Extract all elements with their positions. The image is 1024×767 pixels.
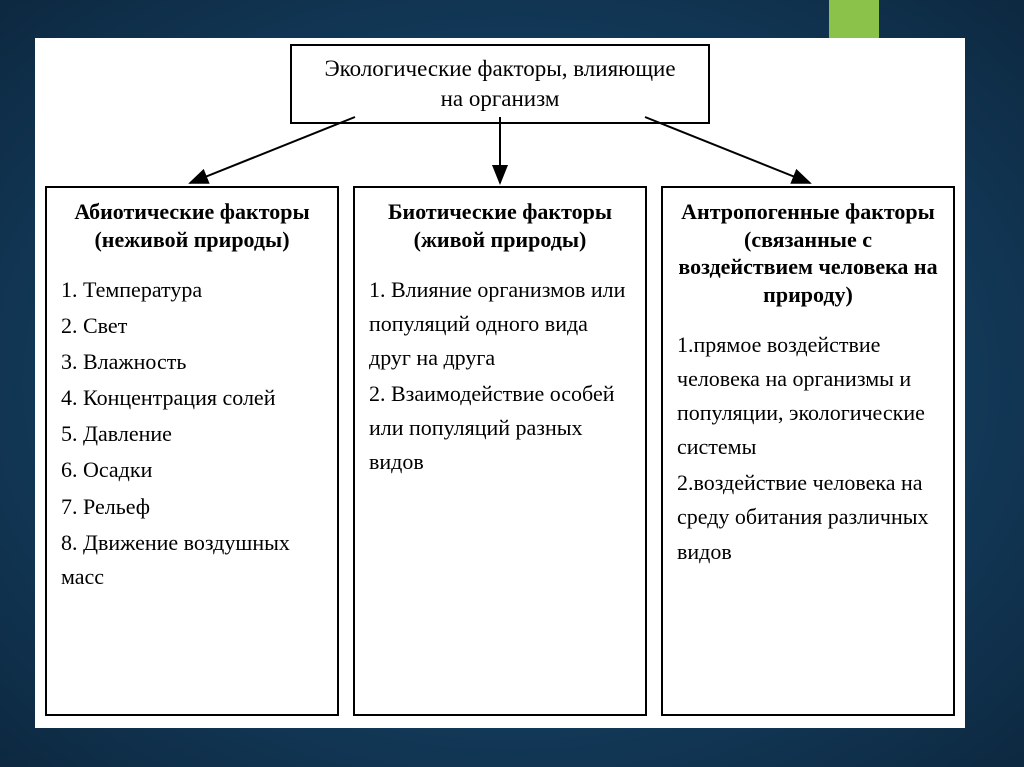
root-box: Экологические факторы, влияющие на орган… [290, 44, 710, 124]
column-title: Абиотические факторы (неживой природы) [61, 198, 323, 253]
list-item: 1. Температура [61, 273, 323, 307]
column-biotic: Биотические факторы (живой природы) 1. В… [353, 186, 647, 716]
list-item: 8. Движение воздушных масс [61, 526, 323, 594]
column-abiotic: Абиотические факторы (неживой природы) 1… [45, 186, 339, 716]
column-items: 1. Влияние организмов или популяций одно… [369, 273, 631, 480]
list-item: 1. Влияние организмов или популяций одно… [369, 273, 631, 375]
arrow-left [190, 117, 355, 183]
ecology-factors-diagram: Экологические факторы, влияющие на орган… [35, 38, 965, 728]
list-item: 2.воздействие человека на среду обитания… [677, 466, 939, 568]
list-item: 3. Влажность [61, 345, 323, 379]
list-item: 4. Концентрация солей [61, 381, 323, 415]
arrow-right [645, 117, 810, 183]
list-item: 7. Рельеф [61, 490, 323, 524]
connector-arrows [35, 113, 965, 193]
columns-row: Абиотические факторы (неживой природы) 1… [45, 186, 955, 716]
column-anthropogenic: Антропогенные факторы (связанные с возде… [661, 186, 955, 716]
list-item: 2. Взаимодействие особей или популяций р… [369, 377, 631, 479]
list-item: 1.прямое воздействие человека на организ… [677, 328, 939, 464]
root-title: Экологические факторы, влияющие на орган… [324, 56, 675, 111]
column-items: 1. Температура 2. Свет 3. Влажность 4. К… [61, 273, 323, 594]
column-items: 1.прямое воздействие человека на организ… [677, 328, 939, 569]
list-item: 6. Осадки [61, 453, 323, 487]
list-item: 5. Давление [61, 417, 323, 451]
column-title: Биотические факторы (живой природы) [369, 198, 631, 253]
column-title: Антропогенные факторы (связанные с возде… [677, 198, 939, 308]
list-item: 2. Свет [61, 309, 323, 343]
